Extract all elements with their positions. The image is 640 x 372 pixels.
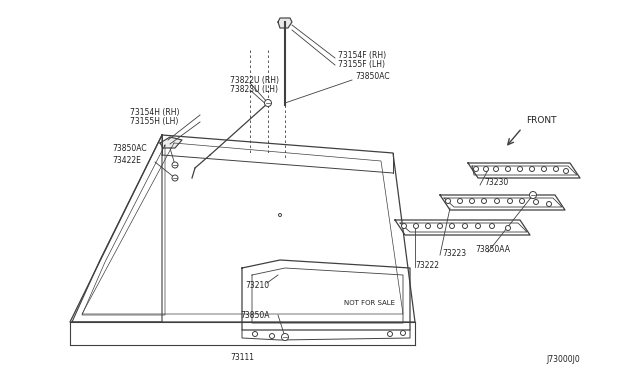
Circle shape: [495, 199, 499, 203]
Text: 73823U (LH): 73823U (LH): [230, 84, 278, 93]
Circle shape: [476, 224, 481, 228]
Text: 73850AC: 73850AC: [355, 71, 390, 80]
Circle shape: [506, 225, 511, 231]
Circle shape: [474, 167, 479, 171]
Circle shape: [401, 330, 406, 336]
Circle shape: [490, 224, 495, 228]
Circle shape: [481, 199, 486, 203]
Circle shape: [458, 199, 463, 203]
Polygon shape: [278, 18, 292, 28]
Text: 73155F (LH): 73155F (LH): [338, 60, 385, 68]
Circle shape: [264, 99, 271, 106]
Circle shape: [506, 167, 511, 171]
Text: 73223: 73223: [442, 248, 466, 257]
Circle shape: [401, 224, 406, 228]
Circle shape: [529, 192, 536, 199]
Circle shape: [445, 199, 451, 203]
Circle shape: [172, 162, 178, 168]
Circle shape: [547, 202, 552, 206]
Circle shape: [518, 167, 522, 171]
Circle shape: [541, 167, 547, 171]
Text: 73850A: 73850A: [240, 311, 269, 320]
Text: 73155H (LH): 73155H (LH): [130, 116, 179, 125]
Circle shape: [278, 214, 282, 217]
Text: 73850AA: 73850AA: [475, 246, 510, 254]
Circle shape: [463, 224, 467, 228]
Circle shape: [508, 199, 513, 203]
Circle shape: [520, 199, 525, 203]
Circle shape: [483, 167, 488, 171]
Circle shape: [426, 224, 431, 228]
Text: 73210: 73210: [245, 280, 269, 289]
Text: 73850AC: 73850AC: [112, 144, 147, 153]
Text: 73422E: 73422E: [112, 155, 141, 164]
Circle shape: [438, 224, 442, 228]
Circle shape: [534, 199, 538, 205]
Circle shape: [269, 334, 275, 339]
Text: 73111: 73111: [230, 353, 254, 362]
Circle shape: [387, 331, 392, 337]
Circle shape: [554, 167, 559, 171]
Circle shape: [172, 175, 178, 181]
Text: 73822U (RH): 73822U (RH): [230, 76, 279, 84]
Circle shape: [470, 199, 474, 203]
Text: 73230: 73230: [484, 177, 508, 186]
Text: 73154H (RH): 73154H (RH): [130, 108, 179, 116]
Text: 73222: 73222: [415, 260, 439, 269]
Circle shape: [413, 224, 419, 228]
Circle shape: [282, 334, 289, 340]
Text: J73000J0: J73000J0: [547, 356, 580, 365]
Circle shape: [529, 167, 534, 171]
Text: 73154F (RH): 73154F (RH): [338, 51, 386, 60]
Polygon shape: [160, 137, 182, 148]
Text: NOT FOR SALE: NOT FOR SALE: [344, 300, 396, 306]
Circle shape: [493, 167, 499, 171]
Circle shape: [449, 224, 454, 228]
Text: FRONT: FRONT: [526, 115, 557, 125]
Circle shape: [563, 169, 568, 173]
Circle shape: [253, 331, 257, 337]
